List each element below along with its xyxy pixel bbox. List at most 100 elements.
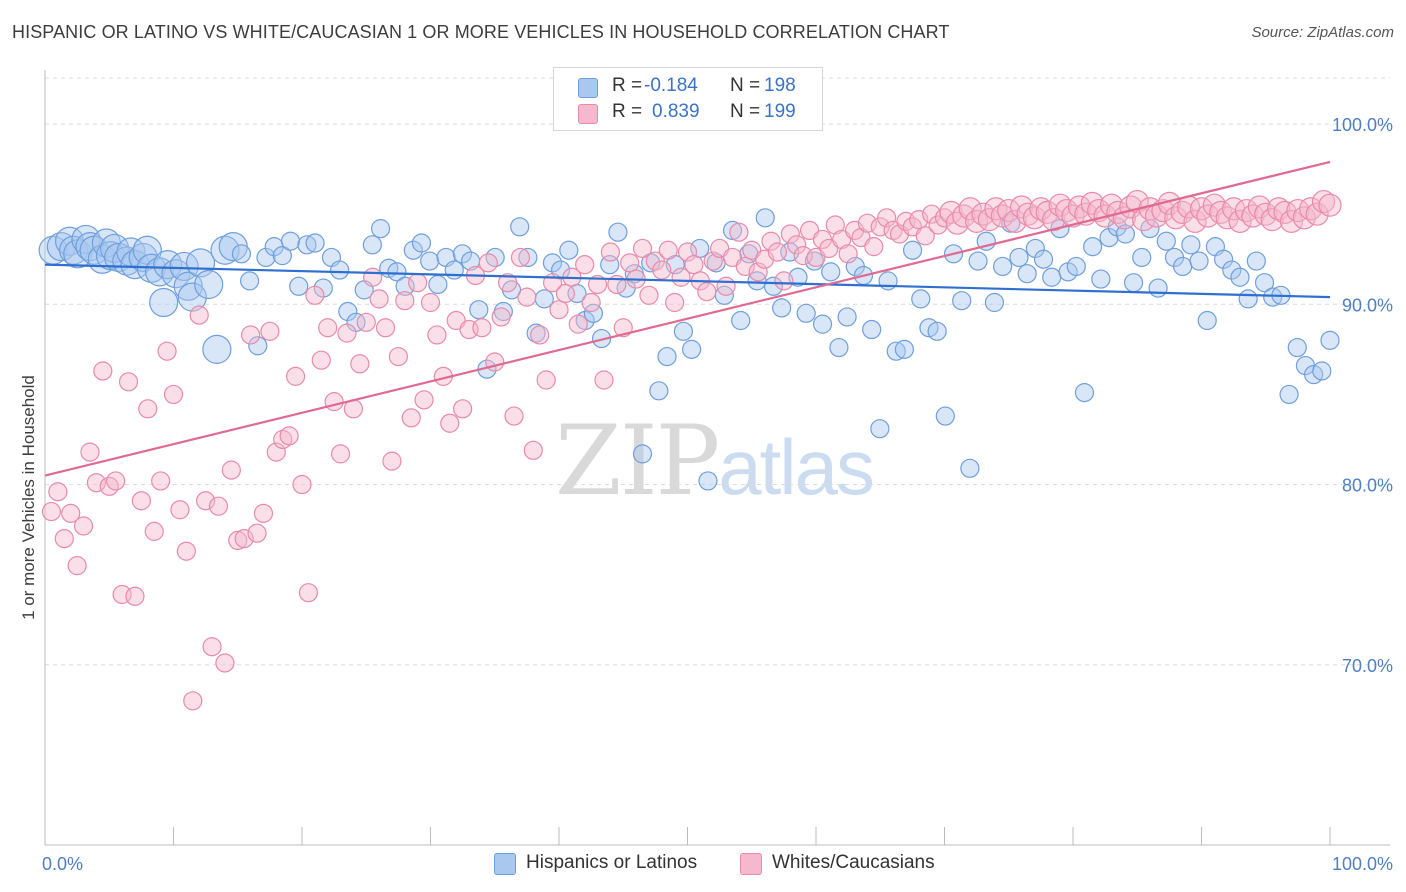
point-hispanic — [894, 339, 914, 359]
point-white — [1260, 207, 1284, 232]
point-hispanic — [387, 262, 407, 282]
point-white — [909, 209, 929, 230]
point-white — [208, 496, 229, 516]
point-white — [1003, 209, 1027, 233]
point-hispanic — [1123, 273, 1144, 293]
point-white — [877, 208, 897, 228]
point-white — [864, 237, 884, 257]
point-white — [408, 273, 428, 293]
point-hispanic — [202, 334, 232, 364]
point-hispanic — [1148, 278, 1168, 298]
n-value: 199 — [764, 101, 796, 122]
point-white — [510, 247, 531, 268]
point-white — [176, 541, 196, 561]
point-white — [420, 292, 441, 313]
point-white — [382, 451, 402, 471]
point-white — [1228, 209, 1252, 233]
point-white — [1112, 206, 1137, 230]
point-hispanic — [1238, 289, 1258, 309]
point-hispanic — [510, 217, 530, 237]
point-hispanic — [411, 233, 432, 253]
point-hispanic — [722, 220, 743, 241]
y-tick-label: 100.0% — [1332, 115, 1393, 135]
legend-label: Whites/Caucasians — [772, 852, 935, 873]
point-white — [665, 292, 685, 313]
point-hispanic — [731, 310, 751, 331]
r-value: -0.184 — [644, 75, 698, 96]
point-white — [93, 361, 113, 381]
point-white — [491, 307, 511, 327]
blue-swatch-icon — [578, 78, 598, 98]
point-hispanic — [362, 235, 382, 255]
point-white — [857, 213, 878, 233]
point-hispanic — [452, 244, 473, 264]
x-tick-label: 0.0% — [42, 854, 83, 874]
point-hispanic — [297, 235, 317, 255]
point-white — [440, 413, 460, 433]
point-white — [375, 318, 396, 338]
point-hispanic — [657, 346, 677, 367]
point-white — [549, 300, 569, 320]
point-white — [1305, 202, 1329, 226]
point-hispanic — [231, 244, 252, 264]
point-white — [780, 224, 800, 244]
point-hispanic — [821, 262, 841, 282]
point-white — [118, 372, 139, 392]
point-white — [241, 325, 261, 345]
point-white — [767, 242, 788, 262]
n-label: N = — [730, 75, 761, 96]
point-white — [581, 292, 601, 313]
point-white — [61, 503, 81, 523]
point-white — [952, 204, 976, 228]
point-hispanic — [1042, 267, 1062, 287]
point-hispanic — [210, 235, 240, 265]
watermark-atlas: atlas — [718, 423, 875, 511]
point-white — [395, 291, 415, 311]
y-axis-label: 1 or more Vehicles in Household — [19, 375, 38, 620]
point-white — [838, 244, 858, 264]
point-hispanic — [1222, 260, 1242, 280]
y-tick-label: 80.0% — [1342, 476, 1393, 496]
point-white — [774, 271, 794, 291]
point-white — [144, 521, 164, 541]
point-white — [273, 429, 293, 450]
point-white — [555, 283, 576, 304]
point-white — [99, 476, 119, 496]
point-white — [80, 442, 100, 462]
point-hispanic — [1033, 249, 1054, 269]
point-white — [1266, 197, 1291, 221]
point-white — [729, 222, 749, 242]
point-white — [1067, 195, 1092, 219]
point-hispanic — [240, 271, 260, 291]
point-hispanic — [444, 260, 464, 280]
point-white — [41, 501, 62, 522]
point-white — [504, 406, 524, 426]
r-value: 0.839 — [652, 101, 700, 122]
point-hispanic — [1320, 330, 1340, 350]
point-hispanic — [1025, 238, 1045, 259]
pink-swatch-icon — [578, 104, 598, 124]
point-white — [984, 197, 1008, 221]
point-hispanic — [1287, 337, 1307, 358]
point-white — [350, 354, 370, 374]
point-white — [363, 267, 383, 287]
point-hispanic — [272, 246, 292, 266]
point-white — [388, 346, 408, 367]
point-white — [311, 350, 331, 370]
point-white — [498, 273, 518, 293]
r-label: R = — [612, 75, 643, 96]
point-white — [330, 444, 351, 464]
point-white — [1286, 198, 1310, 223]
point-white — [472, 318, 492, 338]
point-white — [997, 198, 1021, 223]
point-hispanic — [395, 276, 415, 296]
point-hispanic — [542, 253, 563, 273]
point-white — [228, 530, 248, 551]
n-value: 198 — [764, 75, 796, 96]
point-hispanic — [280, 231, 301, 251]
point-white — [266, 442, 286, 462]
watermark: ZIPatlas — [555, 405, 875, 517]
point-hispanic — [1091, 269, 1111, 289]
point-white — [401, 408, 421, 428]
